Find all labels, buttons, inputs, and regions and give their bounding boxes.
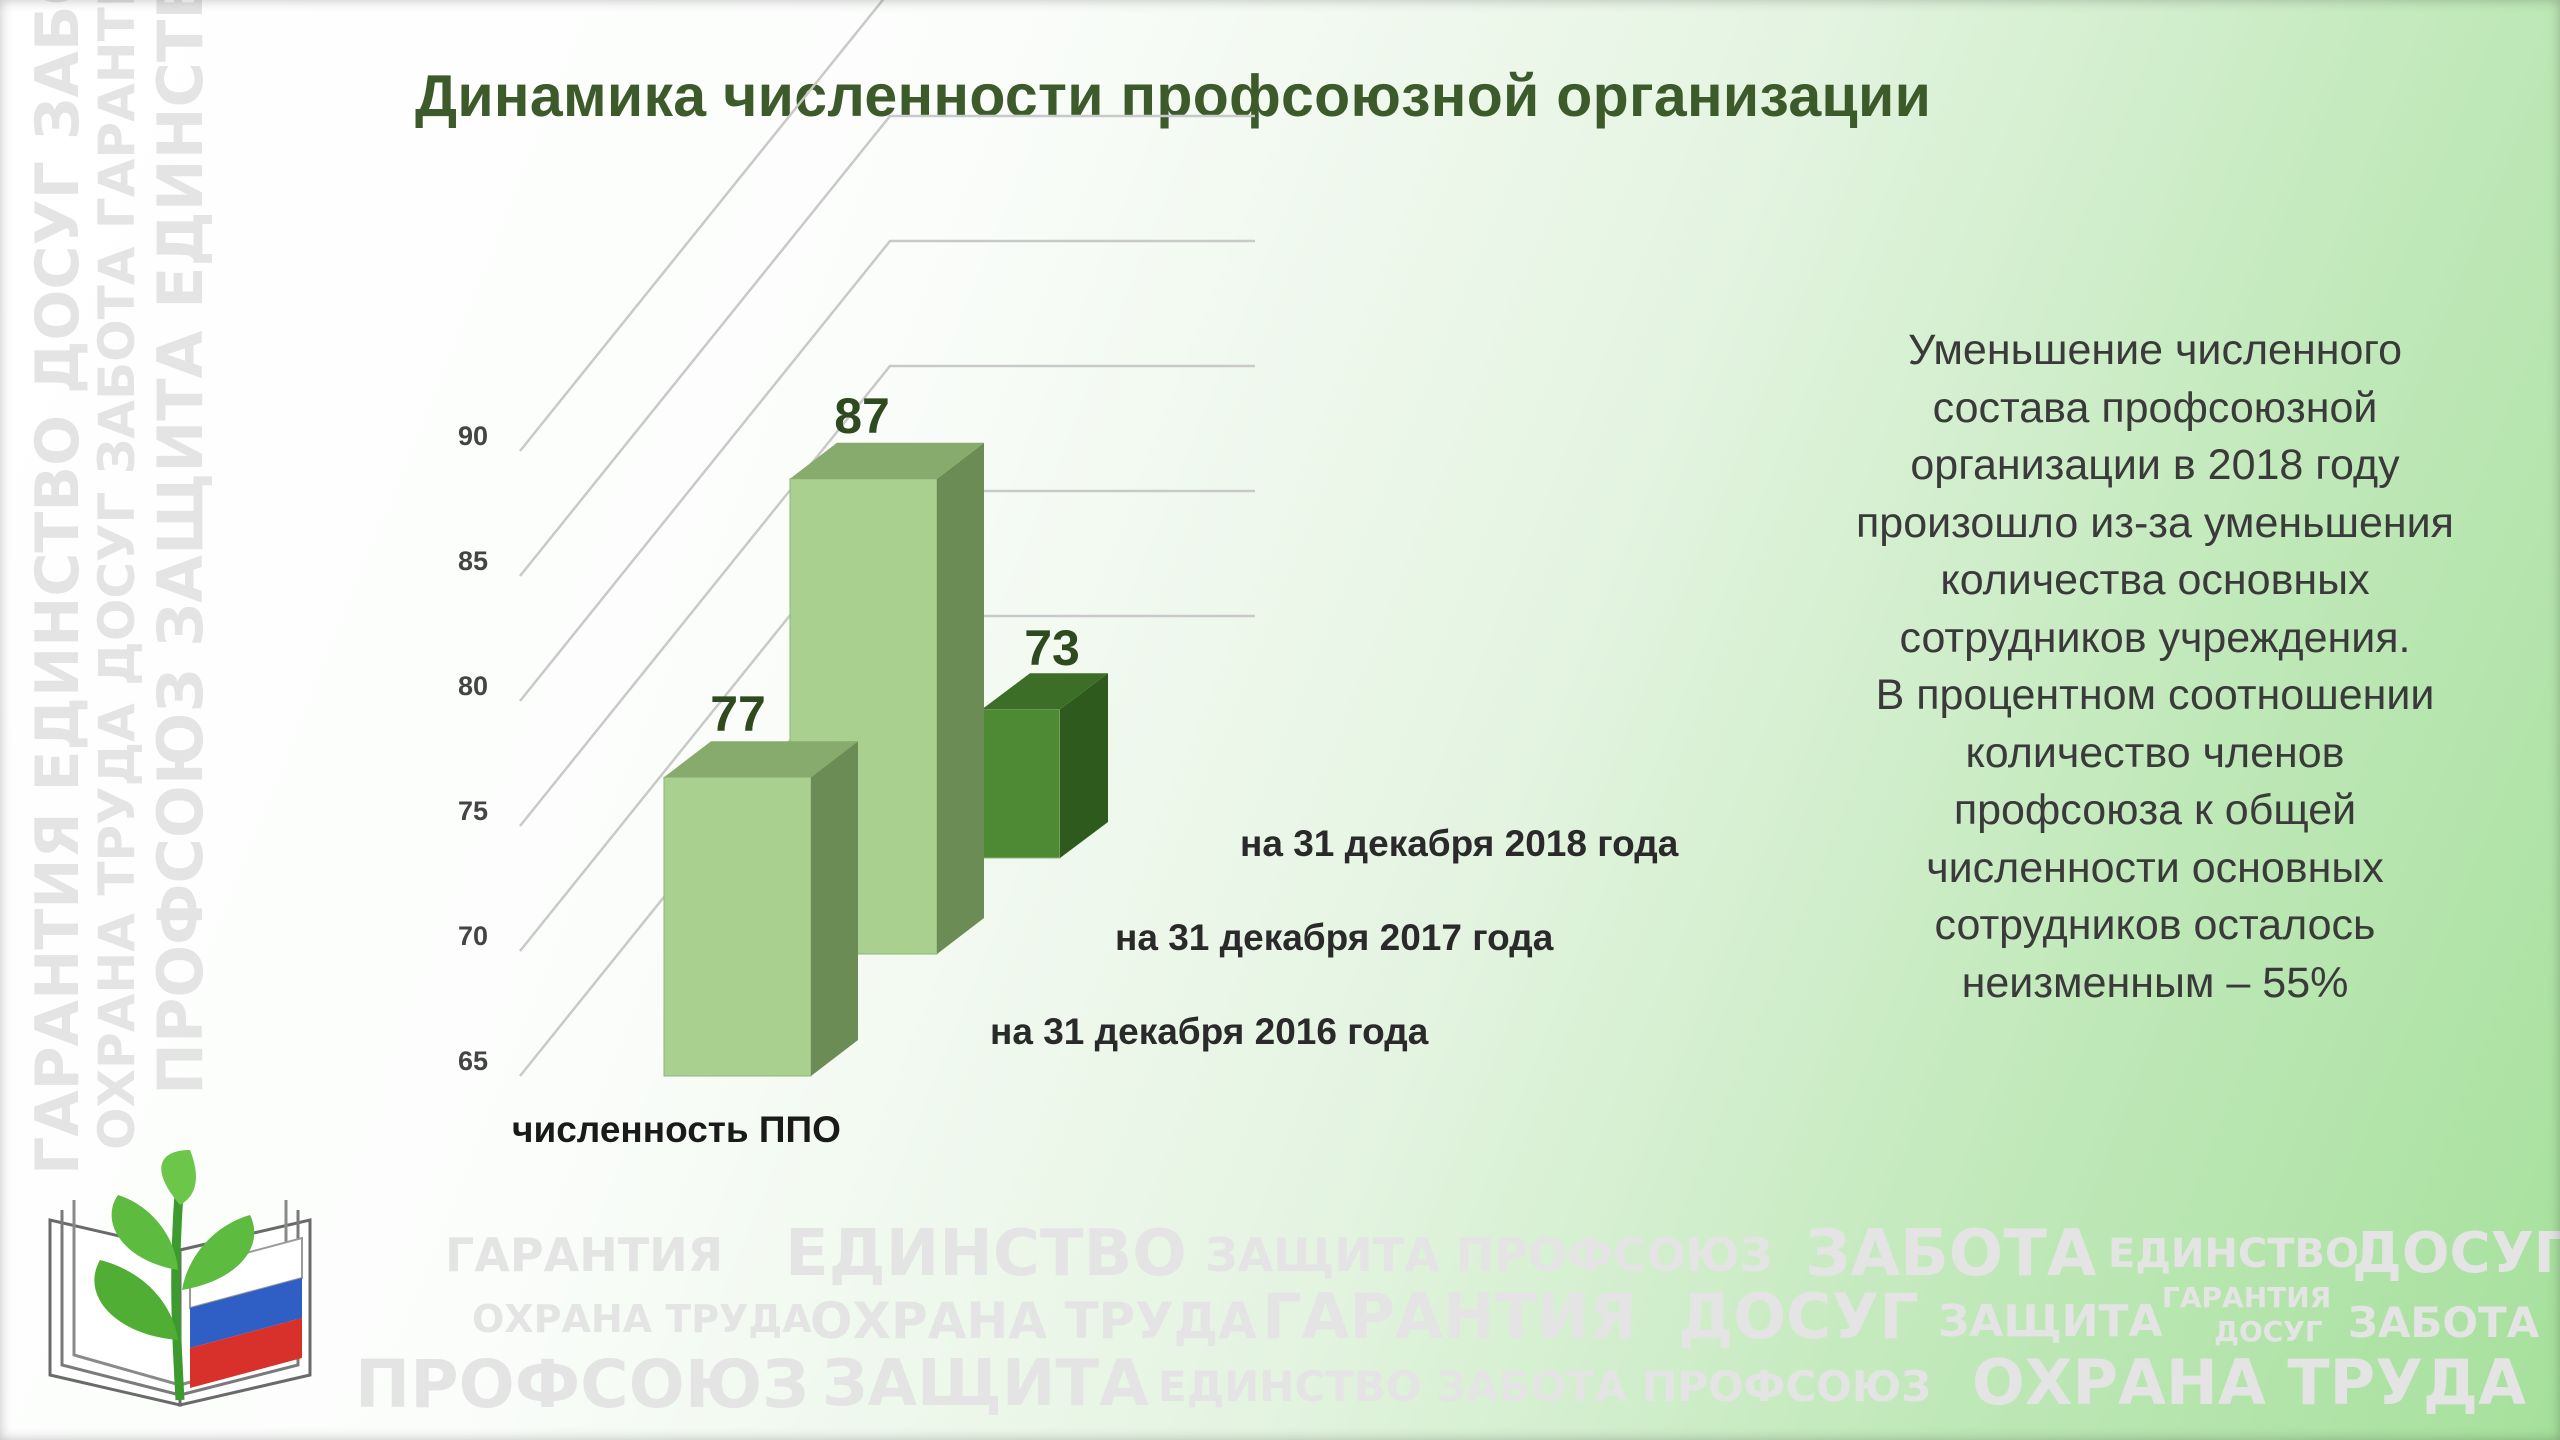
side-text-line: Уменьшение численного (1907, 326, 2403, 374)
watermark-row2-f: ГАРАНТИЯ (2162, 1281, 2332, 1314)
side-description: Уменьшение численного состава профсоюзной… (1790, 322, 2520, 1012)
y-tick-label: 65 (458, 1046, 488, 1076)
side-text-line: профсоюза к общей (1953, 786, 2357, 834)
side-text-line: В процентном соотношении (1875, 671, 2435, 719)
bar-series-0: 77 (663, 686, 858, 1077)
watermark-row2-c: ГАРАНТИЯ (1262, 1280, 1637, 1353)
bar-series-2: 73 (981, 620, 1108, 859)
chart-series-labels: на 31 декабря 2016 года на 31 декабря 201… (990, 823, 1679, 1052)
chart-bars: 73 87 77 (663, 388, 1108, 1077)
watermark-row3-a: ПРОФСОЮЗ (355, 1346, 810, 1423)
y-tick-label: 80 (458, 671, 488, 701)
y-tick-label: 75 (458, 796, 488, 826)
gridline (519, 364, 1255, 827)
side-text-line: сотрудников осталось (1934, 901, 2376, 949)
gridline (519, 0, 885, 452)
bar-side (1060, 673, 1108, 858)
watermark-row1-f: ДОСУГ (2352, 1221, 2560, 1286)
y-tick-label: 70 (458, 921, 488, 951)
side-text-line: сотрудников учреждения. (1899, 613, 2411, 662)
series-label: на 31 декабря 2016 года (990, 1011, 1429, 1052)
gridline (519, 239, 1255, 702)
series-label: на 31 декабря 2018 года (1240, 823, 1679, 864)
bar-value-label: 73 (1024, 620, 1080, 676)
gridline (519, 114, 1255, 577)
side-text-line: численности основных (1926, 843, 2384, 892)
watermark-row3-d: ОХРАНА ТРУДА (1972, 1346, 2527, 1419)
bar-front (981, 708, 1061, 859)
watermark-row2-b: ОХРАНА ТРУДА (810, 1292, 1257, 1350)
side-text-line: организации в 2018 году (1910, 441, 2400, 489)
watermark-row2-g: ДОСУГ (2214, 1315, 2323, 1348)
watermark-row1-c: ЗАЩИТА ПРОФСОЮЗ (1205, 1228, 1773, 1282)
bar-value-label: 87 (834, 388, 890, 444)
watermark-row3-c: ЕДИНСТВО ЗАБОТА ПРОФСОЮЗ (1158, 1362, 1932, 1411)
watermark-row1-d: ЗАБОТА (1805, 1217, 2097, 1291)
slide-title: Динамика численности профсоюзной организ… (415, 63, 1932, 129)
watermark-row1-e: ЕДИНСТВО (2108, 1231, 2360, 1277)
bar-top (982, 673, 1108, 710)
y-tick-label: 90 (458, 421, 488, 451)
bar-side (937, 442, 984, 954)
watermark-row2-d: ДОСУГ (1678, 1280, 1919, 1353)
membership-chart: 65 70 75 80 85 90 73 87 77 на 31 декабря 2016 г… (458, 0, 1679, 1150)
watermark-row1-b: ЕДИНСТВО (785, 1217, 1187, 1291)
series-label: на 31 декабря 2017 года (1115, 917, 1554, 958)
bar-front (663, 776, 812, 1077)
side-text-line: состава профсоюзной (1932, 383, 2378, 432)
bar-side (811, 741, 858, 1076)
side-text-line: количество членов (1965, 728, 2345, 777)
chart-gridlines (519, 0, 1255, 1077)
side-text-line: произошло из-за уменьшения (1856, 498, 2454, 547)
bar-top (790, 442, 984, 479)
side-text-line: неизменным – 55% (1961, 958, 2349, 1007)
bar-value-label: 77 (710, 686, 766, 742)
chart-y-tick-labels: 65 70 75 80 85 90 (458, 421, 488, 1076)
category-label: численность ППО (512, 1109, 841, 1150)
side-text-line: количества основных (1940, 556, 2370, 604)
watermark-row3-b: ЗАЩИТА (822, 1347, 1149, 1421)
y-tick-label: 85 (458, 546, 488, 576)
watermark-row2-a: ОХРАНА ТРУДА (472, 1297, 812, 1341)
watermark-row2-h: ЗАБОТА (2348, 1298, 2540, 1347)
watermark-row1-a: ГАРАНТИЯ (445, 1228, 724, 1282)
watermark-row2-e: ЗАЩИТА (1938, 1296, 2163, 1347)
union-logo-icon (48, 1150, 312, 1407)
bar-top (664, 741, 858, 778)
